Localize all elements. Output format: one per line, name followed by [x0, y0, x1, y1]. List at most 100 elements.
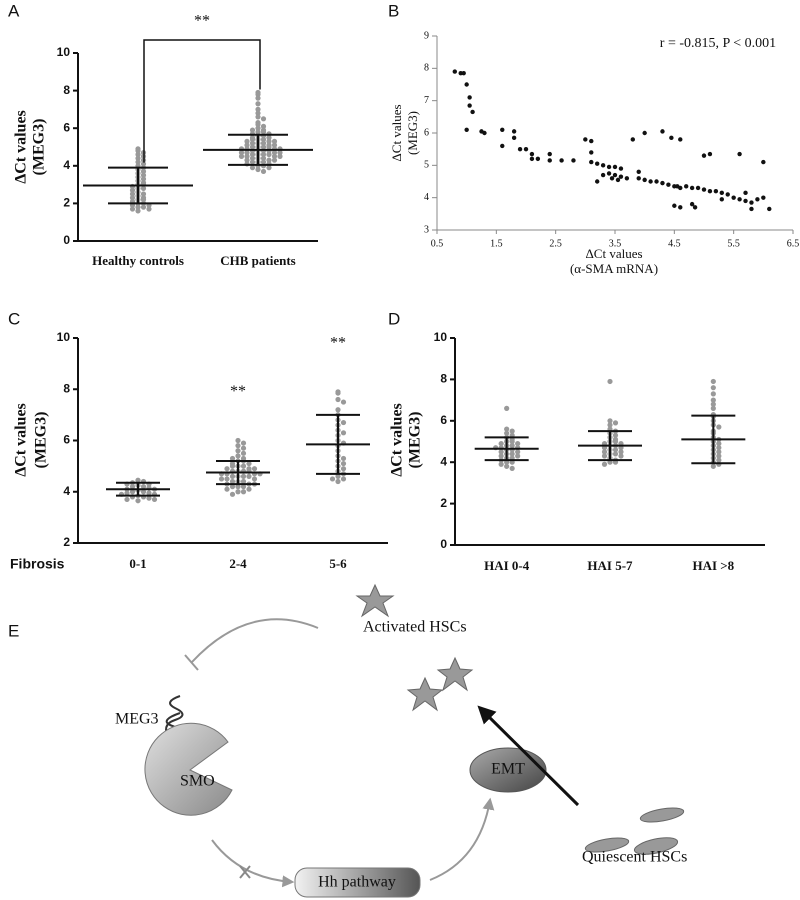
y-tick-label: 2	[63, 196, 70, 210]
dot	[509, 428, 515, 434]
meg3-label: MEG3	[115, 711, 159, 728]
x-tick-label: 2.5	[549, 238, 562, 249]
dot	[249, 136, 256, 143]
dot	[249, 159, 256, 165]
dot	[135, 159, 141, 165]
dot	[716, 445, 722, 451]
point	[511, 129, 517, 134]
dot	[612, 420, 619, 426]
dot	[255, 106, 261, 112]
x-tick-label: 0-1	[129, 556, 146, 571]
y-axis-label: (MEG3)	[31, 119, 48, 176]
dot	[255, 95, 261, 101]
activated-cells	[355, 583, 474, 712]
point	[695, 185, 701, 191]
dot	[140, 185, 147, 191]
dot	[266, 165, 272, 171]
y-axis-label: ΔCt values	[13, 110, 30, 184]
dot	[140, 161, 147, 167]
point	[523, 146, 529, 152]
panel-label: A	[8, 1, 20, 20]
point	[707, 189, 713, 194]
point	[669, 135, 674, 141]
dot	[224, 466, 230, 472]
point	[464, 127, 469, 132]
point	[749, 200, 754, 205]
point	[559, 158, 564, 163]
y-tick-label: 6	[63, 433, 70, 447]
panel-label: D	[388, 309, 400, 328]
dot	[249, 151, 256, 158]
x-tick-label: 0.5	[431, 238, 444, 249]
dot	[251, 466, 258, 472]
dot	[135, 148, 141, 154]
point	[678, 137, 683, 142]
point	[600, 163, 606, 168]
dot	[151, 496, 158, 503]
panel-label: C	[8, 309, 20, 328]
dot	[612, 432, 619, 438]
dot	[249, 140, 256, 146]
dot	[498, 440, 504, 447]
point	[618, 174, 624, 179]
y-axis-label: ΔCt values	[389, 104, 404, 161]
point	[648, 179, 653, 184]
dot	[260, 129, 267, 135]
point	[609, 176, 615, 181]
dot	[240, 489, 247, 495]
dot	[235, 448, 241, 454]
dot	[140, 191, 147, 197]
dot	[340, 399, 347, 405]
dot	[146, 490, 152, 496]
dot	[266, 135, 272, 141]
dot	[266, 144, 272, 150]
dot	[246, 473, 252, 479]
dot	[716, 440, 722, 447]
dot	[504, 426, 510, 432]
y-tick-label: 5	[424, 160, 429, 171]
dot	[260, 144, 267, 150]
dot	[238, 150, 245, 156]
dot	[260, 155, 267, 161]
point	[612, 172, 618, 178]
dot	[260, 159, 267, 165]
dot	[129, 489, 136, 495]
point	[672, 203, 677, 208]
significance: **	[330, 334, 346, 351]
dot	[601, 453, 608, 459]
dot	[240, 478, 247, 485]
dot	[504, 430, 510, 436]
dot	[601, 449, 608, 455]
quiescent-cells	[584, 807, 685, 855]
dot	[260, 140, 267, 146]
point	[678, 205, 683, 210]
dot	[515, 449, 521, 455]
point	[571, 158, 576, 163]
dot	[140, 489, 147, 495]
dot	[255, 129, 261, 135]
point	[692, 205, 698, 210]
dot	[498, 453, 504, 459]
dot	[612, 438, 619, 445]
x-tick-label: 2-4	[229, 556, 247, 571]
dot	[716, 449, 722, 455]
dot	[235, 443, 241, 449]
dot	[249, 144, 256, 150]
dot	[335, 478, 341, 485]
dot	[340, 476, 347, 482]
dot	[340, 455, 347, 462]
point	[636, 169, 641, 174]
y-tick-label: 0	[63, 233, 70, 247]
emt-shape	[469, 747, 547, 793]
y-tick-label: 0	[440, 537, 447, 551]
point	[600, 172, 606, 178]
point	[583, 137, 588, 142]
dot	[710, 405, 716, 411]
dot	[235, 489, 241, 495]
dot	[129, 206, 136, 212]
dot	[229, 484, 236, 490]
point	[719, 197, 724, 202]
dot	[240, 473, 247, 479]
